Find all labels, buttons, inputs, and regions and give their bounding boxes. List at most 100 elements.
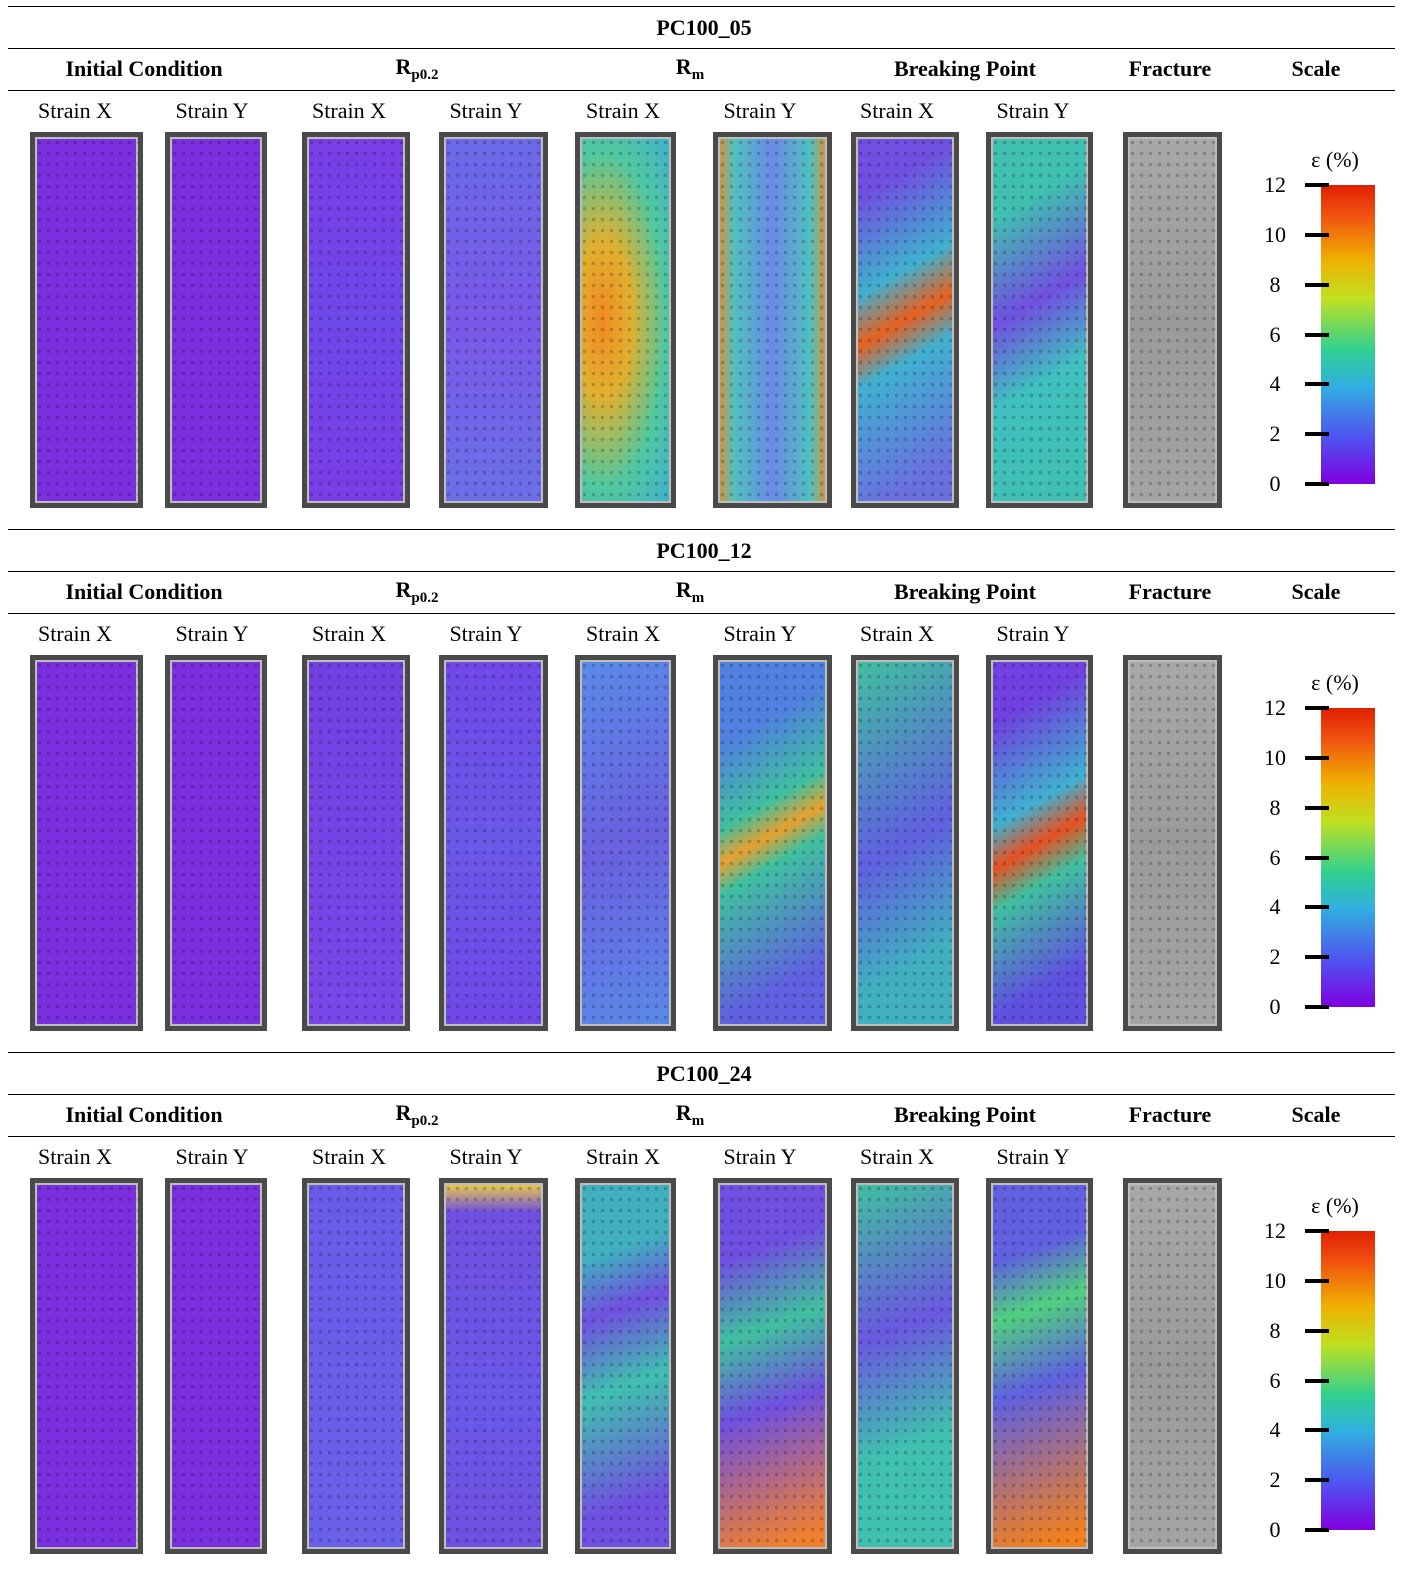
tick-mark [1305, 1428, 1329, 1433]
tick-mark [1305, 382, 1329, 387]
column-header: Breaking Point [894, 56, 1036, 82]
column-header: Fracture [1129, 56, 1212, 82]
header-text: R [395, 1100, 412, 1125]
strain-map [302, 1178, 410, 1554]
texture [991, 137, 1088, 503]
tick-mark [1305, 232, 1329, 237]
tick-label: 4 [1269, 1417, 1281, 1443]
header-text: R [675, 54, 692, 79]
tick-mark [1305, 282, 1329, 287]
rule [8, 1136, 1395, 1137]
strain-map [165, 1178, 267, 1554]
header-subscript: p0.2 [411, 590, 439, 606]
strain-map [30, 1178, 143, 1554]
sub-header: Strain X [38, 1144, 112, 1169]
header-text: Breaking Point [893, 56, 1037, 81]
strain-map [165, 655, 267, 1031]
strain-map [713, 655, 832, 1031]
texture [856, 660, 954, 1026]
tick-mark [1305, 1005, 1329, 1009]
column-header: Rm [676, 1100, 704, 1130]
rule [8, 48, 1395, 49]
tick-label: 0 [1269, 1517, 1281, 1542]
header-subscript: p0.2 [411, 1113, 439, 1129]
tick-mark [1305, 1378, 1329, 1383]
header-text: R [395, 54, 412, 79]
texture [718, 137, 827, 503]
strain-map [575, 1178, 676, 1554]
tick-label: 6 [1269, 321, 1281, 347]
section-title: PC100_24 [656, 1061, 752, 1086]
column-header: Breaking Point [894, 579, 1036, 605]
tick-label: 2 [1269, 421, 1281, 447]
texture [991, 1183, 1088, 1549]
tick-label: 4 [1269, 894, 1281, 920]
tick-label: 10 [1264, 1267, 1286, 1293]
texture [856, 137, 954, 503]
color-bar [1321, 708, 1375, 1007]
tick-label: 10 [1264, 744, 1286, 770]
column-header: Rp0.2 [396, 577, 439, 607]
header-text: Fracture [1128, 579, 1212, 604]
header-text: Breaking Point [893, 1102, 1037, 1127]
strain-map [302, 132, 410, 508]
column-header: Initial Condition [65, 579, 222, 605]
strain-map [986, 1178, 1093, 1554]
sub-header: Strain X [38, 98, 112, 123]
sub-header: Strain Y [723, 621, 797, 646]
tick-label: 2 [1269, 944, 1281, 970]
column-header: Scale [1292, 1102, 1341, 1128]
texture [580, 1183, 671, 1549]
fracture-image [1123, 132, 1222, 508]
column-header: Breaking Point [894, 1102, 1036, 1128]
rule [8, 6, 1395, 7]
texture [307, 137, 405, 503]
header-subscript: p0.2 [411, 67, 439, 83]
sub-header: Strain Y [449, 621, 523, 646]
texture [580, 660, 671, 1026]
texture [718, 1183, 827, 1549]
tick-mark [1305, 855, 1329, 860]
header-text: R [395, 577, 412, 602]
header-text: Scale [1291, 579, 1341, 604]
tick-label: 8 [1269, 271, 1281, 297]
sub-header: Strain X [586, 621, 660, 646]
tick-mark [1305, 482, 1329, 486]
texture [170, 1183, 262, 1549]
strain-map [575, 132, 676, 508]
texture [444, 660, 543, 1026]
strain-map [986, 655, 1093, 1031]
header-text: Scale [1291, 56, 1341, 81]
section-title: PC100_12 [656, 538, 752, 563]
column-header: Rp0.2 [396, 54, 439, 84]
tick-mark [1305, 1278, 1329, 1283]
tick-mark [1305, 332, 1329, 337]
rule [8, 529, 1395, 530]
column-header: Fracture [1129, 1102, 1212, 1128]
header-subscript: m [691, 590, 705, 606]
texture [1128, 137, 1217, 503]
scale-label: ε (%) [1311, 1193, 1359, 1218]
sub-header: Strain X [860, 621, 934, 646]
tick-label: 10 [1264, 221, 1286, 247]
column-header: Fracture [1129, 579, 1212, 605]
header-text: Initial Condition [65, 579, 223, 604]
sub-header: Strain Y [449, 1144, 523, 1169]
tick-label: 0 [1269, 471, 1281, 496]
tick-mark [1305, 706, 1329, 710]
texture [991, 660, 1088, 1026]
sub-header: Strain X [860, 98, 934, 123]
strain-map [986, 132, 1093, 508]
tick-mark [1305, 755, 1329, 760]
color-bar [1321, 185, 1375, 484]
strain-map [851, 1178, 959, 1554]
section-title: PC100_05 [656, 15, 752, 40]
texture [35, 137, 138, 503]
column-header: Scale [1292, 579, 1341, 605]
strain-map [30, 132, 143, 508]
sub-header: Strain Y [175, 621, 249, 646]
tick-mark [1305, 432, 1329, 437]
rule [8, 1052, 1395, 1053]
texture [35, 660, 138, 1026]
rule [8, 571, 1395, 572]
